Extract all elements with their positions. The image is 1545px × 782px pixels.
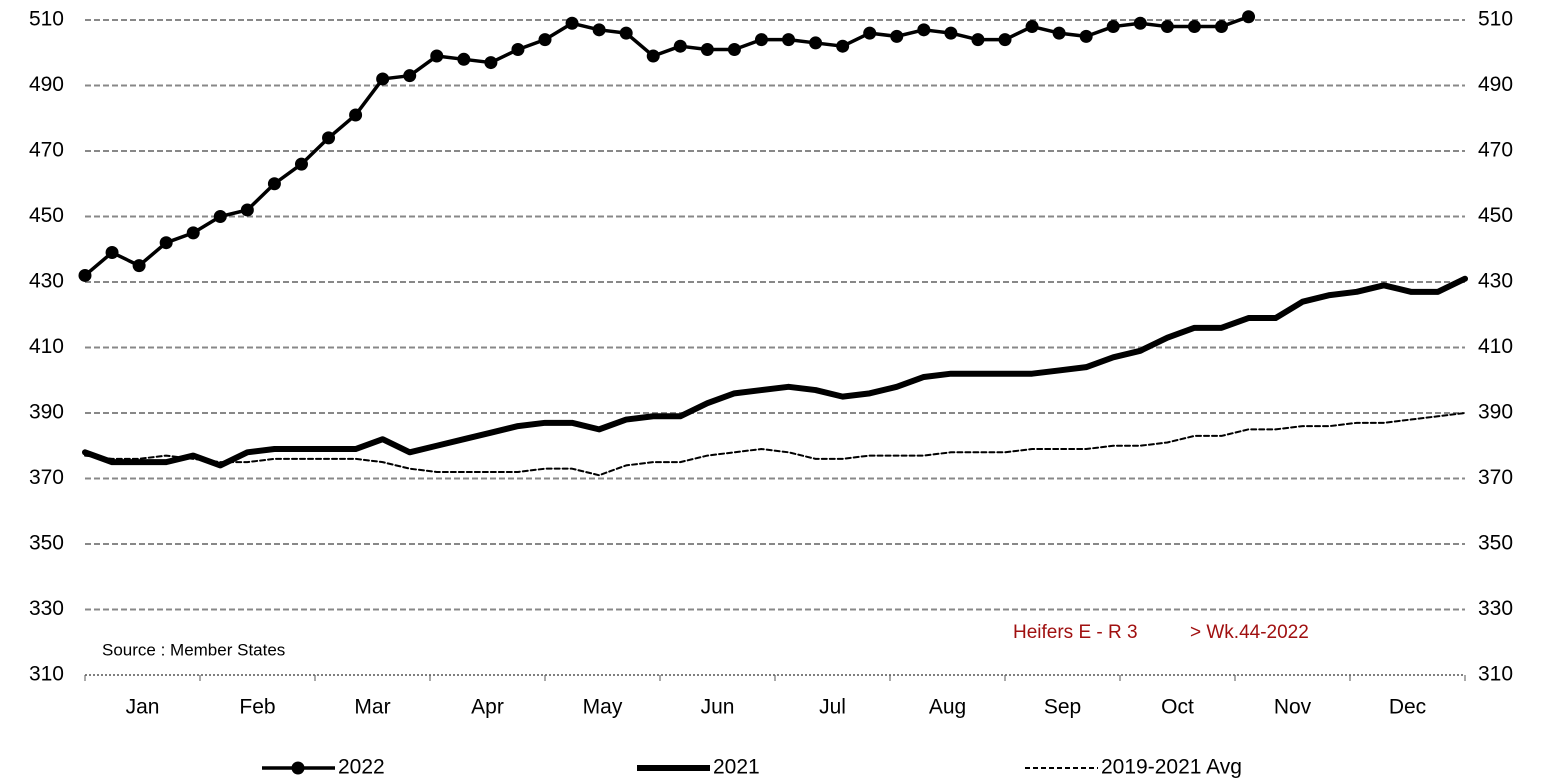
x-tick-label: May [583,696,623,719]
y-tick-label: 430 [29,270,64,293]
y-tick-label: 470 [29,139,64,162]
legend-label: 2022 [338,756,385,779]
annotation: Heifers E - R 3 [1013,622,1138,643]
y2-tick-label: 430 [1478,270,1513,293]
point-marker [240,203,254,217]
point-marker [646,49,660,63]
y-tick-label: 410 [29,335,64,358]
point-marker [998,33,1012,47]
point-marker [159,236,173,250]
x-tick-label: Aug [929,696,966,719]
point-marker [186,226,200,240]
x-tick-label: Mar [354,696,390,719]
point-marker [1106,20,1120,34]
x-tick-label: Jan [126,696,160,719]
legend-label: 2019-2021 Avg [1101,756,1242,779]
legend-marker [291,761,305,775]
point-marker [836,39,850,53]
point-marker [700,42,714,56]
point-marker [213,210,227,223]
point-marker [403,69,417,83]
y-tick-label: 450 [29,204,64,227]
legend-label: 2021 [713,756,760,779]
point-marker [917,23,931,37]
series-line [82,275,1468,469]
point-marker [484,56,498,70]
y-tick-label: 330 [29,597,64,620]
point-marker [1052,26,1066,40]
point-marker [727,42,741,56]
point-marker [430,49,444,63]
point-marker [132,259,146,273]
y2-tick-label: 410 [1478,335,1513,358]
y2-tick-label: 350 [1478,532,1513,555]
series-line [84,412,1466,477]
y-tick-label: 310 [29,663,64,686]
point-marker [1079,29,1093,43]
point-marker [322,131,336,145]
y2-tick-label: 390 [1478,401,1513,424]
y-tick-label: 510 [29,8,64,31]
x-tick-label: Nov [1274,696,1312,719]
source-note: Source : Member States [102,640,285,659]
point-marker [1187,20,1201,34]
y-tick-label: 490 [29,73,64,96]
point-marker [1133,16,1147,30]
y2-tick-label: 370 [1478,466,1513,489]
y2-tick-label: 490 [1478,73,1513,96]
point-marker [376,72,390,86]
x-tick-label: Sep [1044,696,1081,719]
point-marker [105,246,119,260]
point-marker [944,26,958,40]
point-marker [1025,20,1039,34]
x-tick-label: Jun [701,696,735,719]
point-marker [673,39,687,53]
y-tick-label: 390 [29,401,64,424]
point-marker [863,26,877,40]
y2-tick-label: 510 [1478,8,1513,31]
y2-tick-label: 310 [1478,663,1513,686]
point-marker [890,29,904,43]
point-marker [971,33,985,47]
x-tick-label: Dec [1389,696,1426,719]
point-marker [565,16,579,30]
x-tick-label: Apr [471,696,504,719]
point-marker [1214,20,1228,34]
y-tick-label: 370 [29,466,64,489]
point-marker [78,268,92,282]
y-tick-label: 350 [29,532,64,555]
point-marker [754,33,768,47]
annotation: > Wk.44-2022 [1190,622,1309,643]
point-marker [349,108,363,122]
point-marker [619,26,633,40]
point-marker [1160,20,1174,34]
series-line [83,14,1251,278]
x-tick-label: Oct [1161,696,1194,719]
y2-tick-label: 470 [1478,139,1513,162]
point-marker [538,33,552,47]
point-marker [457,52,471,66]
point-marker [592,23,606,37]
point-marker [267,177,281,191]
point-marker [1242,10,1256,24]
point-marker [511,42,525,56]
x-tick-label: Jul [819,696,846,719]
y2-tick-label: 330 [1478,597,1513,620]
point-marker [294,157,308,171]
point-marker [809,36,823,50]
y2-tick-label: 450 [1478,204,1513,227]
x-tick-label: Feb [239,696,275,719]
point-marker [782,33,796,47]
